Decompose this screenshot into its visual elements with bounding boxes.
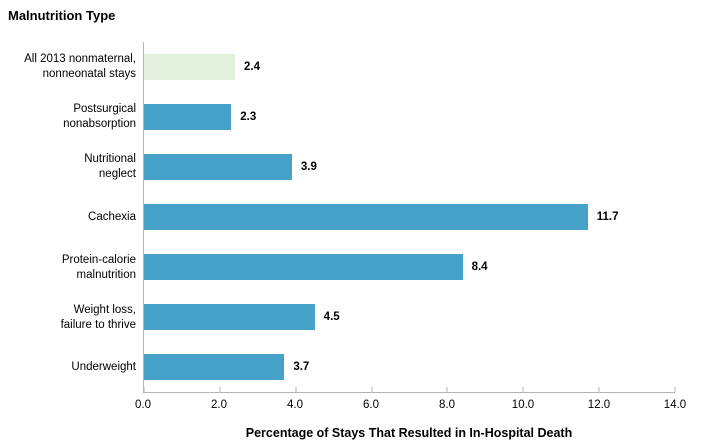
x-tick-mark <box>219 387 221 392</box>
x-tick-labels: 0.0 2.0 4.0 6.0 8.0 10.0 12.0 14.0 <box>135 399 686 413</box>
bar-row: 8.4 <box>144 242 675 292</box>
x-tick-mark <box>598 387 600 392</box>
value-label: 2.4 <box>244 61 261 73</box>
x-tick-mark <box>295 387 297 392</box>
chart-title: Malnutrition Type <box>8 8 116 23</box>
bar <box>144 54 236 80</box>
x-tick-label: 4.0 <box>287 399 303 411</box>
category-labels: All 2013 nonmaternal, nonneonatal stays P… <box>0 42 136 393</box>
bar-row: 11.7 <box>144 192 675 242</box>
bar <box>144 254 463 280</box>
x-tick-label: 10.0 <box>511 399 535 411</box>
value-label: 4.5 <box>323 311 340 323</box>
value-label: 2.3 <box>240 111 257 123</box>
bar <box>144 304 315 330</box>
bar <box>144 154 292 180</box>
category-label: Weight loss, failure to thrive <box>60 303 136 331</box>
x-tick-label: 0.0 <box>135 399 151 411</box>
bar-row: 3.9 <box>144 142 675 192</box>
value-label: 3.9 <box>300 161 317 173</box>
x-tick-mark <box>674 387 676 392</box>
x-tick-label: 12.0 <box>587 399 611 411</box>
category-label: Nutritional neglect <box>84 153 136 181</box>
x-tick-mark <box>446 387 448 392</box>
x-tick-label: 8.0 <box>439 399 455 411</box>
bar-rows: 2.4 2.3 3.9 11.7 8.4 4.5 3.7 <box>144 42 675 392</box>
x-tick-mark <box>143 387 145 392</box>
category-label: Protein-calorie malnutrition <box>61 253 136 281</box>
x-tick-mark <box>522 387 524 392</box>
bar <box>144 104 232 130</box>
value-label: 8.4 <box>471 261 488 273</box>
plot-area: 2.4 2.3 3.9 11.7 8.4 4.5 3.7 <box>143 42 676 393</box>
x-tick-label: 2.0 <box>211 399 227 411</box>
bar <box>144 204 588 230</box>
category-label: Underweight <box>71 361 136 374</box>
category-label: Cachexia <box>88 210 136 223</box>
bar-row: 3.7 <box>144 342 675 392</box>
bar-row: 2.3 <box>144 92 675 142</box>
x-tick-label: 14.0 <box>663 399 687 411</box>
x-tick-label: 6.0 <box>363 399 379 411</box>
x-axis-title: Percentage of Stays That Resulted in In-… <box>245 426 573 440</box>
bar-row: 4.5 <box>144 292 675 342</box>
x-tick-mark <box>371 387 373 392</box>
value-label: 11.7 <box>596 211 619 223</box>
category-label: Postsurgical nonabsorption <box>63 103 136 131</box>
bar-row: 2.4 <box>144 42 675 92</box>
category-label: All 2013 nonmaternal, nonneonatal stays <box>24 53 136 81</box>
bar <box>144 354 285 380</box>
value-label: 3.7 <box>293 361 310 373</box>
